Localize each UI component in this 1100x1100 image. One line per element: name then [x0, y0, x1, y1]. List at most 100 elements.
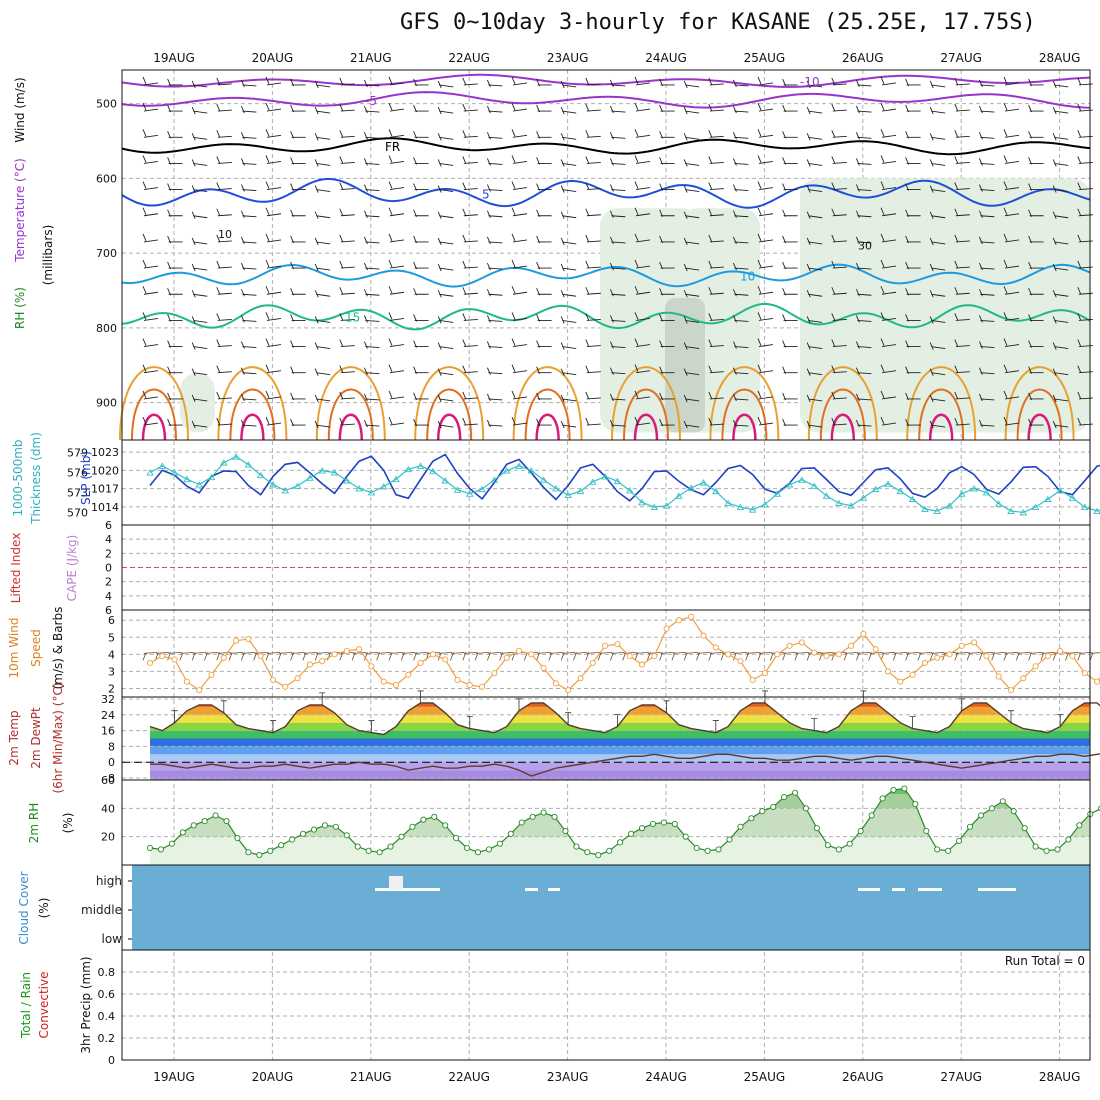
date-label-bottom: 24AUG	[645, 1070, 687, 1084]
wind-barb	[290, 392, 306, 401]
temp-band	[150, 714, 1090, 723]
li-tick: 4	[105, 533, 112, 546]
wind10-marker	[552, 680, 559, 687]
wind10-barb	[413, 651, 428, 661]
wind-barb	[782, 209, 798, 217]
wind10-marker	[589, 659, 596, 666]
wind10-barb	[437, 651, 453, 661]
wind-barb	[806, 106, 823, 115]
thickness-marker	[1031, 503, 1040, 511]
wind-barb	[757, 181, 774, 191]
wind10-marker	[245, 635, 252, 643]
wind-barb	[782, 235, 798, 244]
wind10-barb	[733, 651, 748, 661]
wind-barb	[314, 342, 331, 350]
wind-barb	[708, 208, 724, 217]
precip-tick: 0.4	[98, 1010, 116, 1023]
wind10-marker	[208, 671, 215, 678]
wind-barb	[782, 157, 798, 165]
wind-barb	[437, 237, 454, 246]
wind-barb	[1003, 102, 1020, 112]
wind-barb	[314, 290, 331, 298]
wind-barb	[216, 156, 232, 164]
wind-barb	[831, 313, 847, 321]
wind-barb	[683, 394, 700, 403]
isotherm-25	[918, 388, 965, 441]
wind-barb	[413, 209, 429, 217]
wind-barb	[142, 390, 159, 400]
date-label-bottom: 22AUG	[448, 1070, 490, 1084]
wind-barb	[905, 157, 921, 165]
rh-marker	[649, 820, 656, 827]
wind-barb	[486, 393, 503, 402]
wind-barb	[339, 339, 355, 348]
wind-barb	[659, 183, 675, 191]
wind-barb	[142, 364, 159, 374]
wind10-marker	[380, 678, 387, 685]
wind-barb	[880, 390, 897, 400]
wind-barb	[560, 159, 577, 167]
wind-barb	[732, 419, 749, 428]
wind-barb	[1028, 209, 1044, 217]
wind-barb	[167, 235, 183, 244]
date-label-bottom: 20AUG	[252, 1070, 294, 1084]
wind-barb	[905, 366, 921, 374]
minmax-bar	[663, 700, 670, 713]
wind-barb	[806, 211, 823, 219]
rh-band	[150, 808, 1090, 837]
wind-barb	[363, 262, 380, 271]
wind-barb	[683, 290, 700, 298]
wind-barb	[1052, 80, 1069, 89]
wind-barb	[806, 342, 823, 350]
wind-barb	[954, 313, 970, 321]
wind-barb	[831, 260, 847, 269]
wind-barb	[142, 129, 159, 138]
temp-band	[150, 706, 1090, 715]
thickness-marker	[958, 490, 966, 497]
wind-barb	[609, 289, 626, 297]
wind-barb	[585, 103, 601, 112]
wind-barb	[314, 420, 331, 429]
temp-tick: 0	[108, 756, 115, 769]
wind10-barb	[696, 651, 711, 661]
minmax-bar	[811, 718, 818, 731]
wind-barb	[290, 157, 306, 165]
wind-barb	[339, 130, 355, 138]
wind-barb	[339, 208, 355, 217]
wind-barb	[462, 365, 478, 374]
wind10-marker	[921, 659, 928, 666]
wind-barb	[978, 419, 995, 428]
wind10-marker	[626, 653, 633, 660]
wind10-marker	[565, 687, 572, 694]
wind-barb	[634, 259, 651, 269]
wind-barb	[486, 105, 503, 114]
high-cloud-bar	[892, 888, 905, 891]
wind10-marker	[958, 642, 965, 649]
wind10-barb	[277, 651, 293, 661]
wind-barb	[978, 367, 995, 375]
wind10-marker	[343, 647, 350, 654]
wind10-marker	[798, 639, 805, 646]
wind-barb	[437, 106, 454, 115]
temp-tick: 24	[101, 709, 115, 722]
minmax-bar	[1008, 710, 1014, 723]
wind-barb	[1003, 286, 1020, 295]
high-cloud-bar	[918, 888, 942, 891]
isotherm-minus10	[121, 73, 1091, 88]
wind-barb	[585, 156, 601, 164]
wind-barb	[191, 420, 208, 429]
wind10-marker	[786, 642, 793, 649]
wind-barb	[339, 234, 355, 243]
wind10-marker	[220, 654, 227, 661]
thickness-marker	[244, 461, 253, 468]
wind-barb	[511, 259, 528, 269]
wind-barb	[905, 418, 921, 427]
rh-marker	[179, 829, 186, 836]
wind-barb	[905, 288, 921, 296]
high-cloud-bar	[525, 888, 538, 891]
wind-barb	[831, 391, 847, 400]
wind-barb	[388, 102, 405, 112]
wind10-barb	[954, 651, 969, 661]
thickness-marker	[871, 485, 880, 493]
wind-barb	[806, 290, 823, 298]
